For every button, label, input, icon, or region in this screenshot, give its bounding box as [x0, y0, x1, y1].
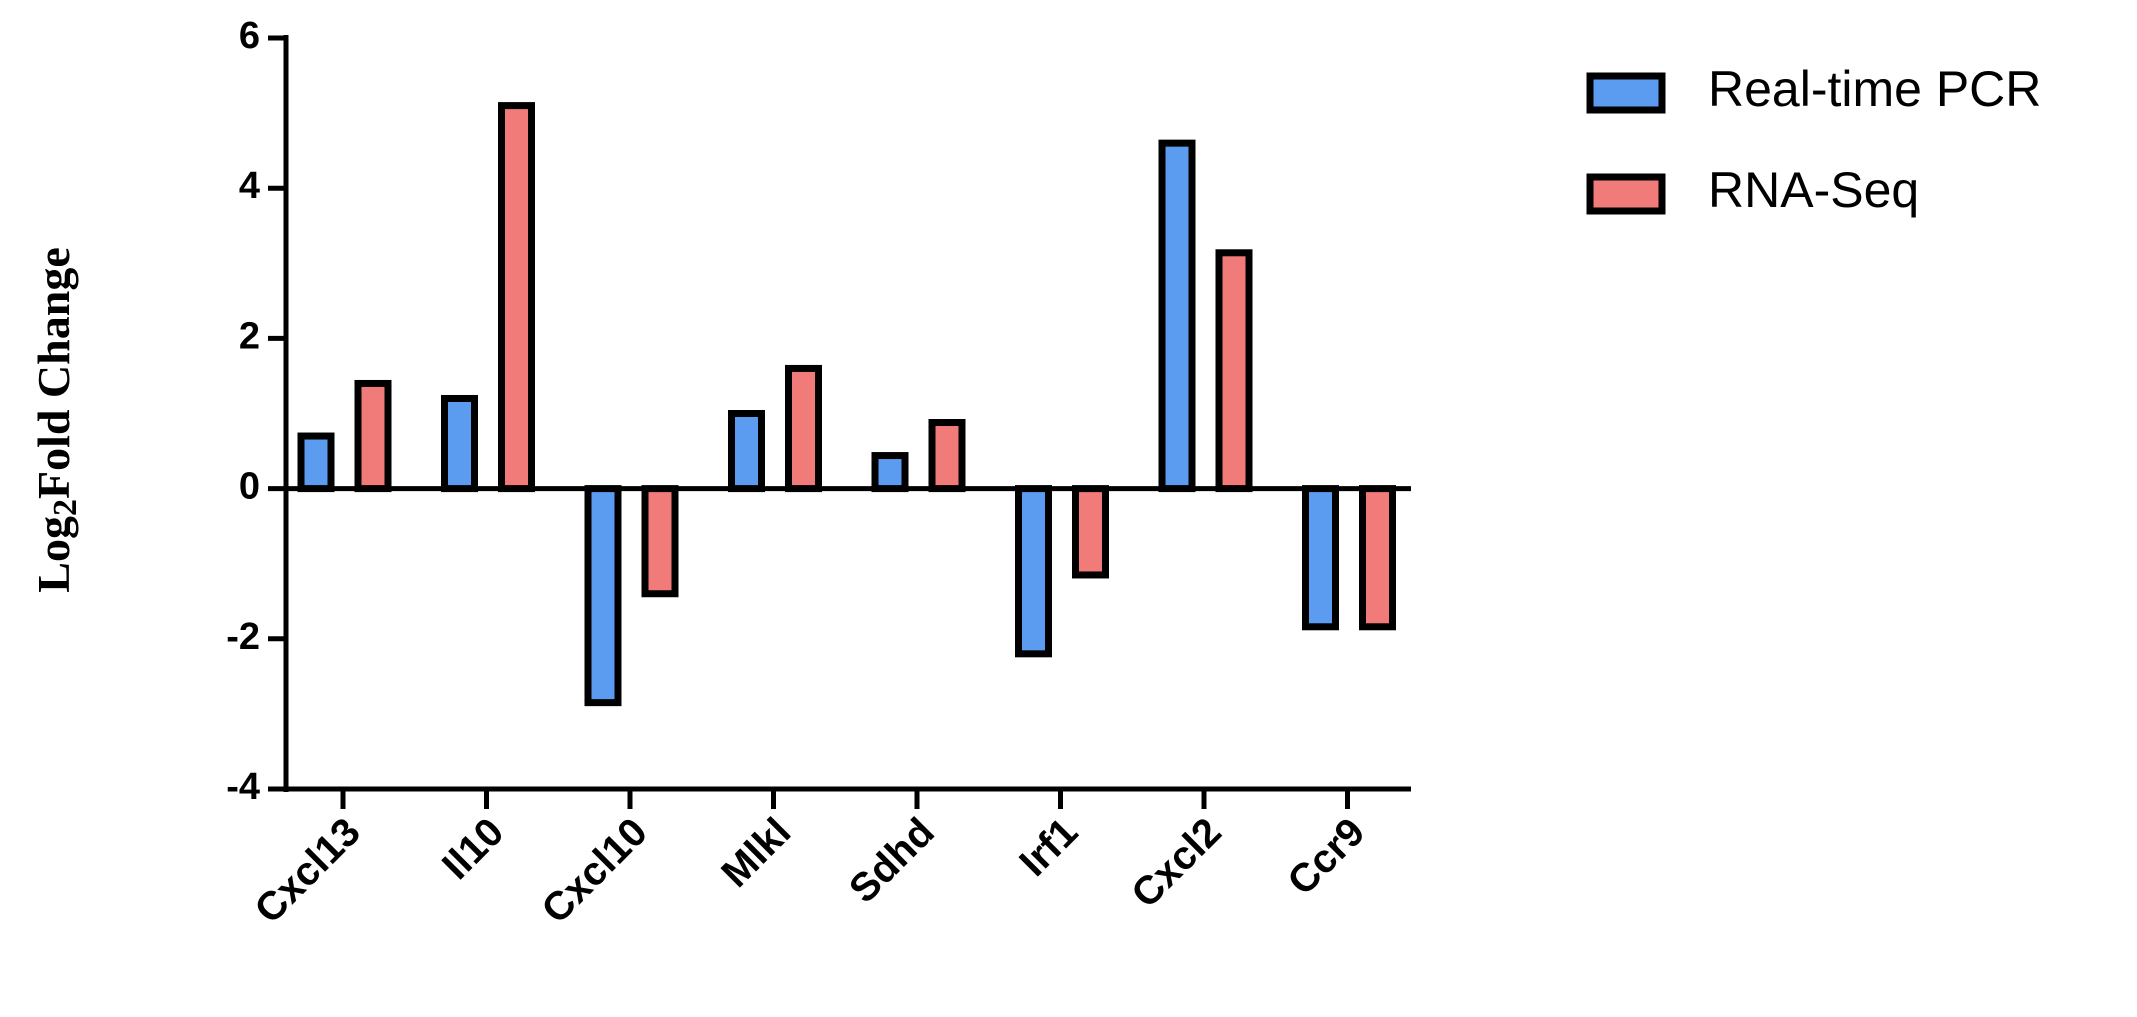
bar — [498, 102, 535, 493]
y-tick-label: 0 — [239, 466, 260, 508]
x-tick-label: Sdhd — [841, 810, 943, 912]
bar — [1158, 139, 1196, 493]
bar — [641, 485, 679, 598]
y-axis-label: Log2Fold Change — [28, 247, 84, 592]
bar — [928, 419, 966, 493]
x-tick-label: Mlkl — [713, 810, 799, 896]
bar — [871, 452, 909, 493]
bar — [354, 379, 392, 493]
legend-label: RNA-Seq — [1708, 162, 1919, 218]
y-tick-label: -2 — [226, 616, 260, 658]
bar — [1302, 485, 1339, 631]
bar — [785, 364, 822, 493]
y-tick-label: -4 — [226, 766, 260, 808]
y-tick-label: 2 — [239, 315, 260, 357]
bar — [728, 410, 765, 493]
y-label-part: Log — [28, 516, 79, 593]
legend-label: Real-time PCR — [1708, 61, 2041, 117]
x-tick-label: Cxcl2 — [1123, 810, 1230, 917]
legend-swatch — [1586, 173, 1666, 215]
x-tick-label: Cxcl13 — [247, 810, 369, 932]
x-tick-label: Cxcl10 — [534, 810, 656, 932]
bar — [1072, 485, 1109, 579]
bar — [584, 485, 622, 707]
bar — [1359, 485, 1396, 631]
y-label-subscript: 2 — [47, 499, 84, 516]
y-label-part: Fold Change — [28, 247, 79, 499]
bar — [1015, 485, 1052, 658]
legend-swatch — [1586, 72, 1666, 114]
bar — [1215, 249, 1253, 493]
x-tick-label: Il10 — [434, 810, 512, 888]
x-tick-label: Irf1 — [1011, 810, 1086, 885]
y-tick-label: 4 — [239, 165, 260, 207]
bar — [297, 432, 335, 493]
y-tick-label: 6 — [239, 15, 260, 57]
bar — [441, 394, 478, 493]
x-tick-label: Ccr9 — [1279, 810, 1373, 904]
